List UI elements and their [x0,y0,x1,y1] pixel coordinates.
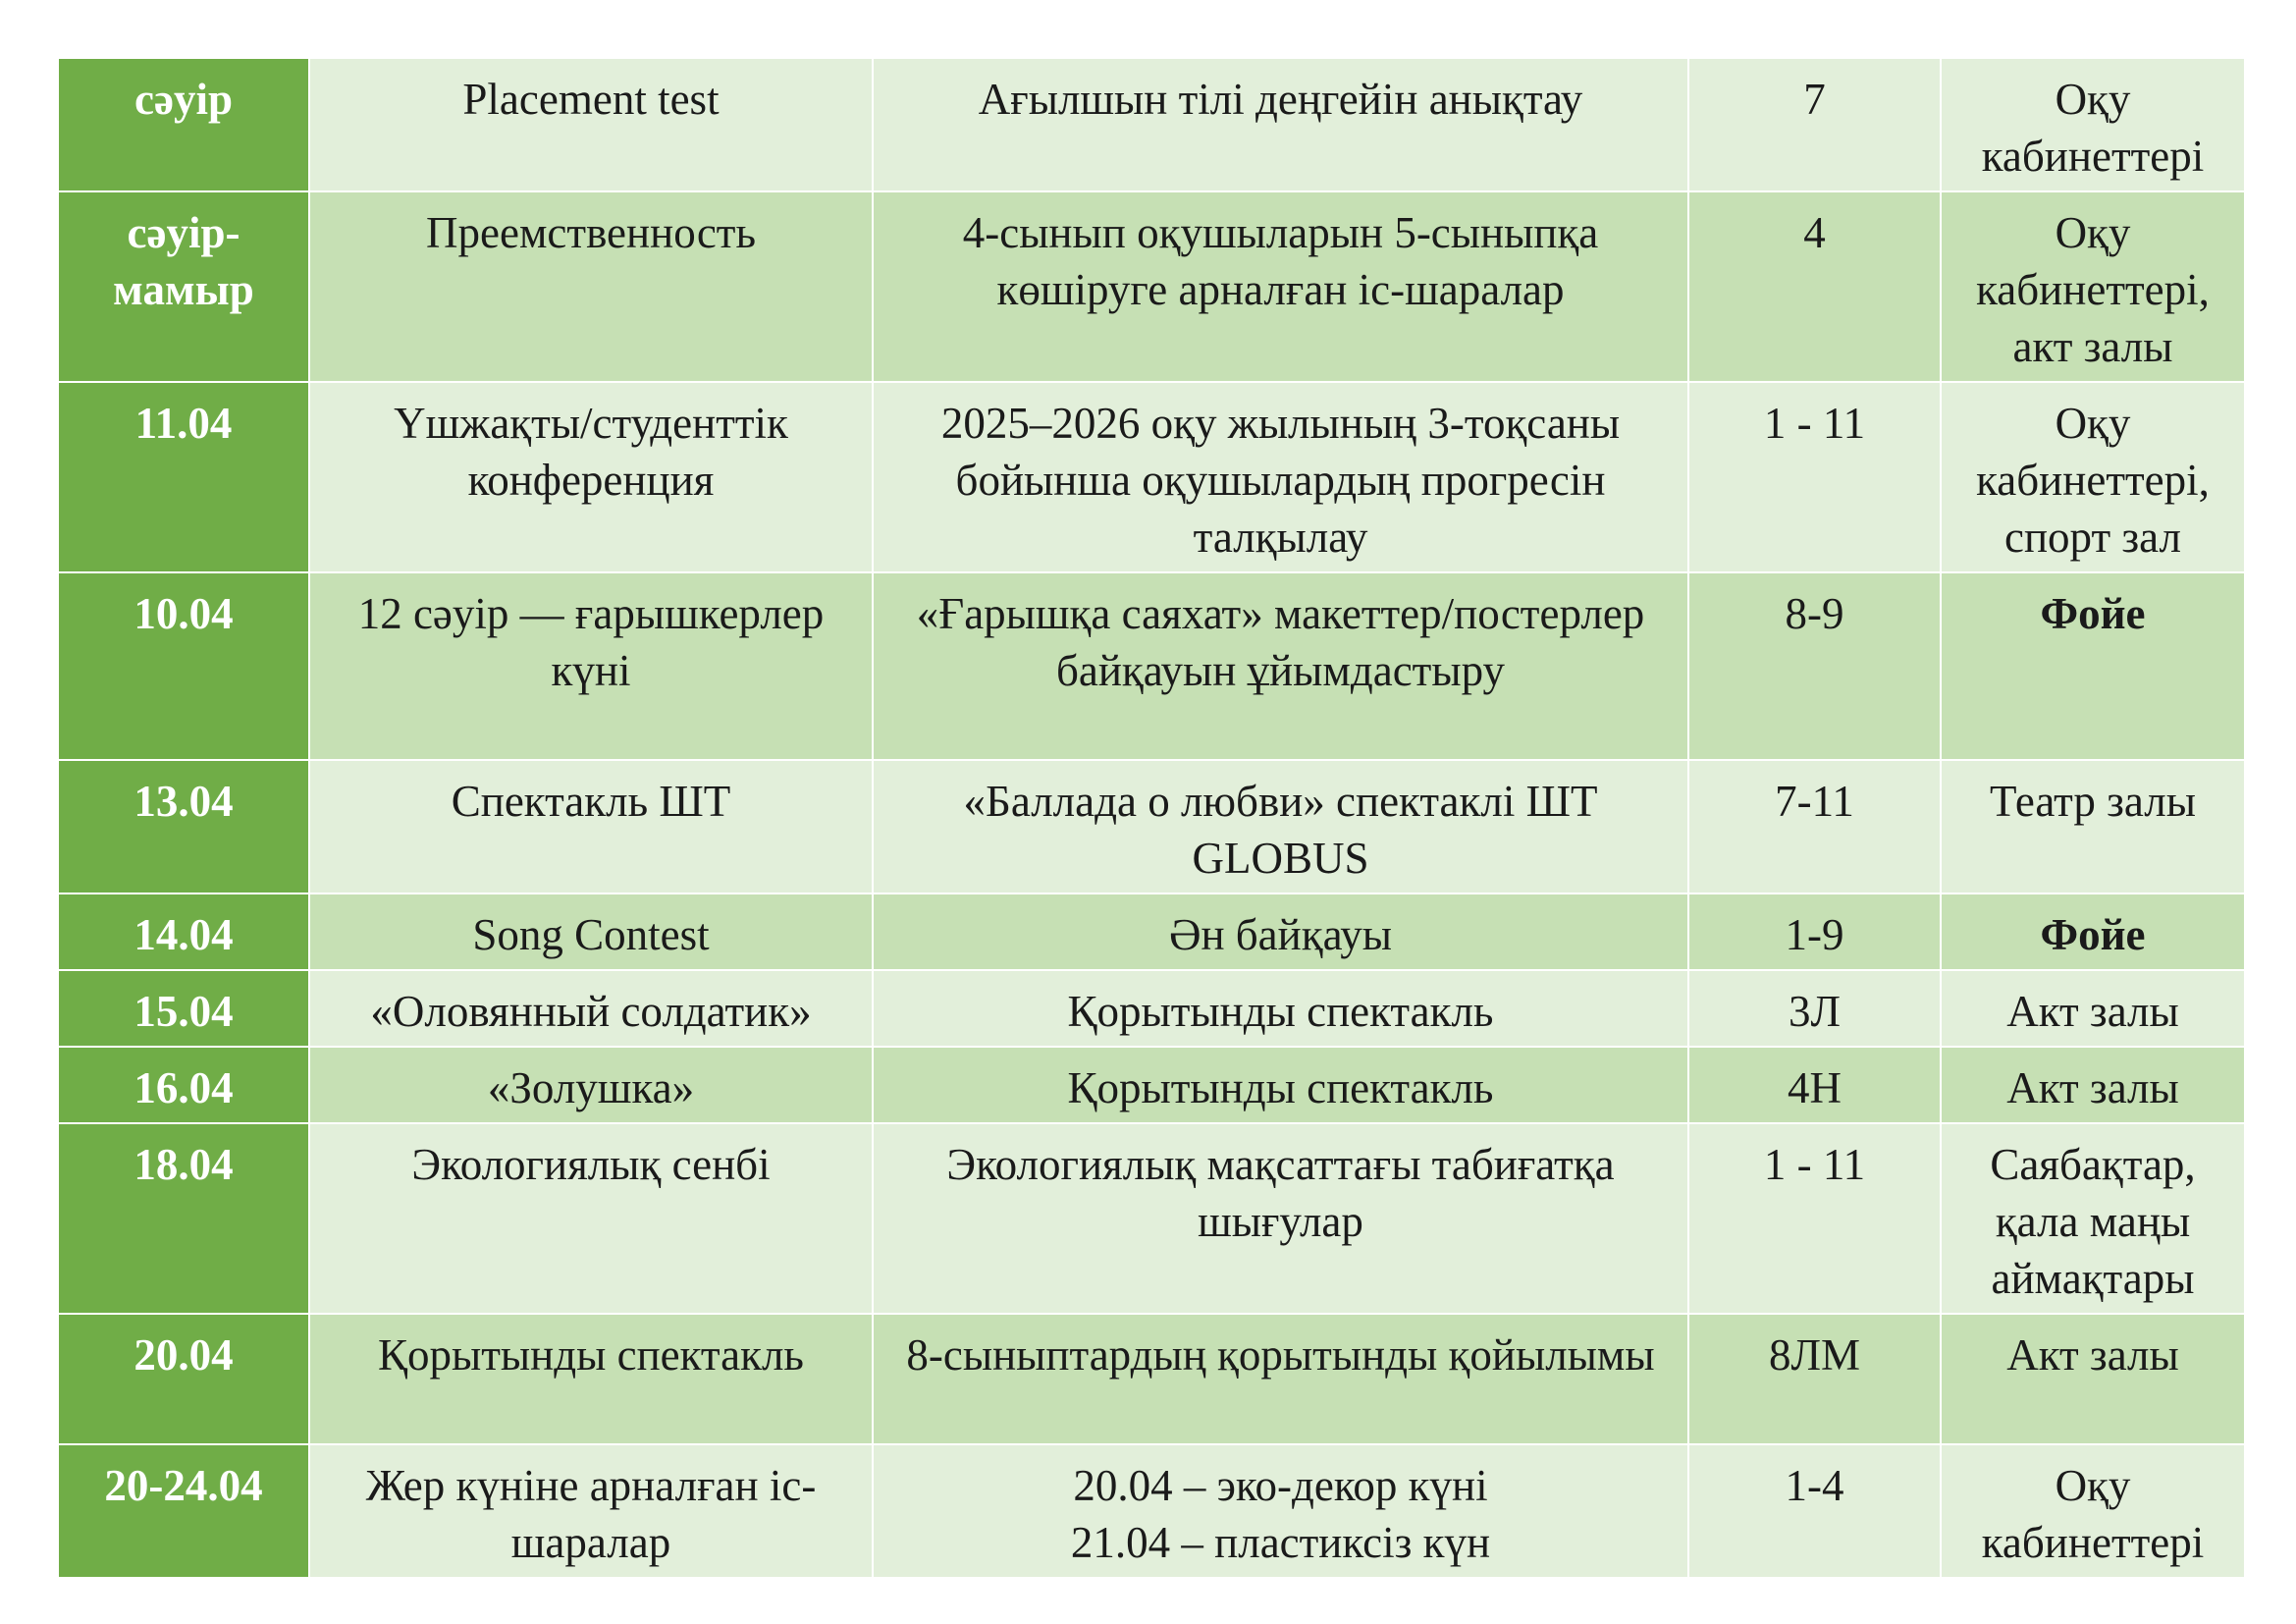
description-cell: «Ғарышқа саяхат» макеттер/постерлер байқ… [873,572,1689,761]
description-cell: «Баллада о любви» спектаклі ШТ GLOBUS [873,760,1689,894]
description-cell: 2025–2026 оқу жылының 3-тоқсаны бойынша … [873,382,1689,573]
grades-cell: 7 [1688,59,1942,192]
event-cell: Song Contest [309,893,874,971]
table-row: 20-24.04 Жер күніне арналған іс-шаралар … [59,1444,2246,1579]
venue-cell: Оқу кабинеттері [1941,1444,2246,1579]
description-cell: Ағылшын тілі деңгейін анықтау [873,59,1689,192]
table-row: 10.04 12 сәуір — ғарышкерлер күні «Ғарыш… [59,572,2246,761]
table-row: 13.04 Спектакль ШТ «Баллада о любви» спе… [59,760,2246,894]
event-cell: 12 сәуір — ғарышкерлер күні [309,572,874,761]
date-cell: 13.04 [59,760,310,894]
venue-cell: Фойе [1941,893,2246,971]
grades-cell: 4 [1688,191,1942,383]
description-cell: 8-сыныптардың қорытынды қойылымы [873,1314,1689,1445]
event-cell: Үшжақты/студенттік конференция [309,382,874,573]
venue-cell: Оқу кабинеттері, спорт зал [1941,382,2246,573]
date-cell: сәуір-мамыр [59,191,310,383]
description-line: 21.04 – пластиксіз күн [1070,1518,1491,1567]
grades-cell: 1 - 11 [1688,382,1942,573]
description-line: 20.04 – эко-декор күні [1073,1461,1488,1510]
venue-cell: Оқу кабинеттері [1941,59,2246,192]
grades-cell: 3Л [1688,970,1942,1048]
grades-cell: 1-9 [1688,893,1942,971]
grades-cell: 4Н [1688,1047,1942,1124]
date-cell: 20-24.04 [59,1444,310,1579]
events-schedule-table: сәуір Placement test Ағылшын тілі деңгей… [59,59,2246,1579]
event-cell: Экологиялық сенбі [309,1123,874,1315]
table-row: 16.04 «Золушка» Қорытынды спектакль 4Н А… [59,1047,2246,1124]
table-row: 11.04 Үшжақты/студенттік конференция 202… [59,382,2246,573]
table-row: 18.04 Экологиялық сенбі Экологиялық мақс… [59,1123,2246,1315]
grades-cell: 7-11 [1688,760,1942,894]
date-cell: 16.04 [59,1047,310,1124]
description-cell: Экологиялық мақсаттағы табиғатқа шығулар [873,1123,1689,1315]
venue-cell: Акт залы [1941,1047,2246,1124]
date-cell: 18.04 [59,1123,310,1315]
description-cell: Қорытынды спектакль [873,1047,1689,1124]
description-cell: Қорытынды спектакль [873,970,1689,1048]
grades-cell: 1 - 11 [1688,1123,1942,1315]
event-cell: «Оловянный солдатик» [309,970,874,1048]
event-cell: Спектакль ШТ [309,760,874,894]
description-cell: 20.04 – эко-декор күні 21.04 – пластиксі… [873,1444,1689,1579]
table-row: сәуір Placement test Ағылшын тілі деңгей… [59,59,2246,192]
grades-cell: 8ЛМ [1688,1314,1942,1445]
table-row: 20.04 Қорытынды спектакль 8-сыныптардың … [59,1314,2246,1445]
date-cell: 10.04 [59,572,310,761]
event-cell: Қорытынды спектакль [309,1314,874,1445]
date-cell: 15.04 [59,970,310,1048]
table-row: 15.04 «Оловянный солдатик» Қорытынды спе… [59,970,2246,1048]
venue-cell: Акт залы [1941,1314,2246,1445]
date-cell: 14.04 [59,893,310,971]
event-cell: Преемственность [309,191,874,383]
grades-cell: 8-9 [1688,572,1942,761]
venue-cell: Театр залы [1941,760,2246,894]
description-cell: Ән байқауы [873,893,1689,971]
description-cell: 4-сынып оқушыларын 5-сыныпқа көшіруге ар… [873,191,1689,383]
event-cell: «Золушка» [309,1047,874,1124]
date-cell: 20.04 [59,1314,310,1445]
date-cell: сәуір [59,59,310,192]
grades-cell: 1-4 [1688,1444,1942,1579]
venue-cell: Оқу кабинеттері, акт залы [1941,191,2246,383]
date-cell: 11.04 [59,382,310,573]
venue-cell: Саябақтар, қала маңы аймақтары [1941,1123,2246,1315]
venue-cell: Акт залы [1941,970,2246,1048]
venue-cell: Фойе [1941,572,2246,761]
event-cell: Placement test [309,59,874,192]
table-row: 14.04 Song Contest Ән байқауы 1-9 Фойе [59,893,2246,971]
event-cell: Жер күніне арналған іс-шаралар [309,1444,874,1579]
table-row: сәуір-мамыр Преемственность 4-сынып оқуш… [59,191,2246,383]
